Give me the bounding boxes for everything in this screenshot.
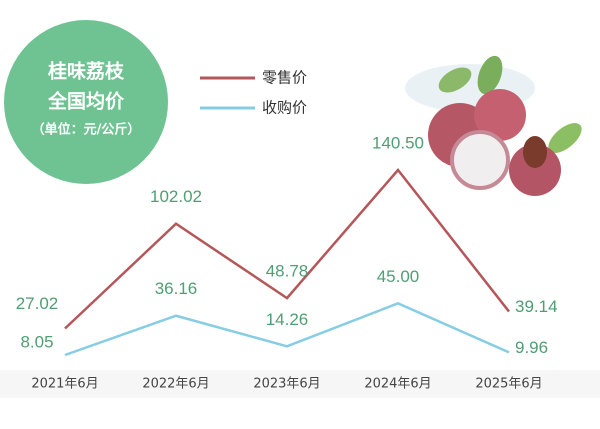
value-label: 48.78 [266,262,309,281]
value-label: 36.16 [155,279,198,298]
legend-label: 收购价 [262,99,307,117]
x-tick-label: 2023年6月 [253,377,320,392]
lychee-illustration [405,55,582,196]
value-label: 39.14 [515,297,558,316]
value-label: 45.00 [377,267,420,286]
value-label: 140.50 [372,133,424,152]
chart-title: 桂味荔枝 [47,60,125,83]
x-tick-label: 2021年6月 [31,377,98,392]
value-label: 8.05 [20,332,53,351]
x-tick-label: 2022年6月 [142,377,209,392]
value-label: 27.02 [16,294,59,313]
title-badge [4,20,168,184]
chart-subtitle: 全国均价 [47,90,125,113]
legend-label: 零售价 [262,69,307,87]
line [64,168,510,330]
value-label: 102.02 [150,187,202,206]
unit-label: （单位：元/公斤） [32,122,141,138]
value-label: 14.26 [266,310,309,329]
value-label: 9.96 [515,338,548,357]
x-tick-label: 2024年6月 [364,377,431,392]
x-tick-label: 2025年6月 [475,377,542,392]
x-axis-band [0,370,600,398]
line [64,302,510,357]
